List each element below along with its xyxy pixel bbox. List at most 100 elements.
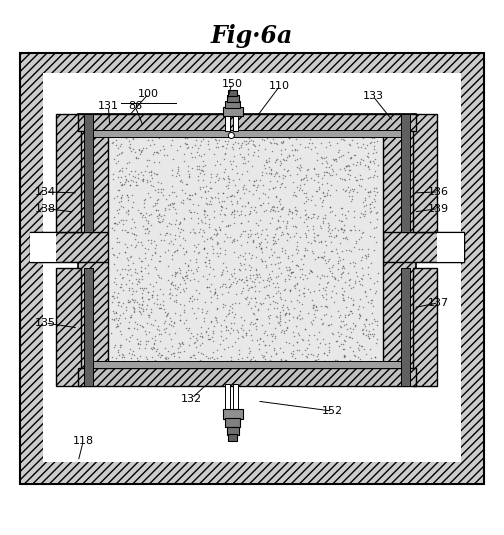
Point [336, 311, 344, 320]
Point [265, 280, 273, 289]
Point [227, 196, 235, 205]
Point [194, 347, 202, 356]
Point [205, 220, 213, 228]
Point [133, 298, 141, 307]
Point [109, 307, 117, 315]
Point [346, 165, 354, 174]
Point [216, 360, 224, 368]
Point [326, 171, 334, 179]
Point [249, 238, 257, 247]
Point [290, 332, 298, 340]
Point [246, 356, 254, 365]
Point [206, 234, 214, 242]
Point [197, 323, 205, 331]
Point [350, 221, 358, 230]
Point [273, 312, 281, 321]
Point [349, 369, 357, 378]
Point [117, 197, 125, 205]
Point [321, 213, 329, 222]
Point [155, 210, 163, 219]
Point [171, 205, 179, 214]
Point [117, 279, 125, 288]
Point [274, 282, 282, 291]
Point [190, 274, 198, 283]
Text: 110: 110 [269, 81, 290, 91]
Point [338, 225, 346, 233]
Point [297, 255, 305, 263]
Point [134, 356, 142, 364]
Point [295, 297, 303, 306]
Point [111, 340, 119, 349]
Point [167, 334, 175, 343]
Point [128, 133, 136, 141]
Point [371, 339, 380, 347]
Point [310, 331, 318, 339]
Point [286, 286, 294, 295]
Point [264, 158, 272, 166]
Point [115, 248, 123, 257]
Point [358, 281, 366, 289]
Point [275, 258, 283, 267]
Point [293, 314, 301, 323]
Point [253, 336, 261, 345]
Point [236, 194, 244, 202]
Point [257, 243, 265, 252]
Point [371, 316, 379, 325]
Point [136, 337, 144, 346]
Point [155, 330, 163, 339]
Point [326, 264, 334, 272]
Point [272, 193, 280, 201]
Point [167, 141, 175, 149]
Point [270, 235, 278, 244]
Point [325, 227, 333, 235]
Point [252, 322, 260, 330]
Point [252, 298, 260, 307]
Point [265, 253, 273, 261]
Point [199, 272, 207, 280]
Point [294, 328, 302, 337]
Point [150, 236, 158, 245]
Point [190, 309, 198, 317]
Point [341, 368, 349, 377]
Point [171, 247, 179, 256]
Point [356, 171, 364, 180]
Point [147, 320, 155, 328]
Point [302, 188, 310, 197]
Point [132, 181, 140, 189]
Point [177, 225, 185, 233]
Point [262, 158, 270, 166]
Point [213, 304, 221, 313]
Point [201, 257, 209, 266]
Point [163, 228, 171, 237]
Point [284, 254, 292, 263]
Point [282, 309, 290, 317]
Point [365, 132, 373, 141]
Point [210, 207, 218, 215]
Point [233, 199, 241, 208]
Point [255, 339, 263, 348]
Point [245, 249, 254, 257]
Point [150, 282, 158, 291]
Point [364, 188, 372, 197]
Point [328, 287, 336, 295]
Point [138, 176, 146, 185]
Point [281, 310, 289, 318]
Point [260, 352, 268, 361]
Point [178, 233, 186, 242]
Point [190, 241, 198, 250]
Point [278, 247, 286, 256]
Point [188, 129, 196, 138]
Point [181, 180, 190, 188]
Point [301, 211, 309, 219]
Point [339, 262, 347, 271]
Point [267, 170, 275, 178]
Point [276, 223, 284, 231]
Point [302, 246, 310, 254]
Point [289, 350, 297, 358]
Point [139, 289, 147, 298]
Point [220, 345, 228, 353]
Point [323, 279, 331, 287]
Point [115, 150, 123, 158]
Point [363, 331, 371, 340]
Point [128, 313, 136, 322]
